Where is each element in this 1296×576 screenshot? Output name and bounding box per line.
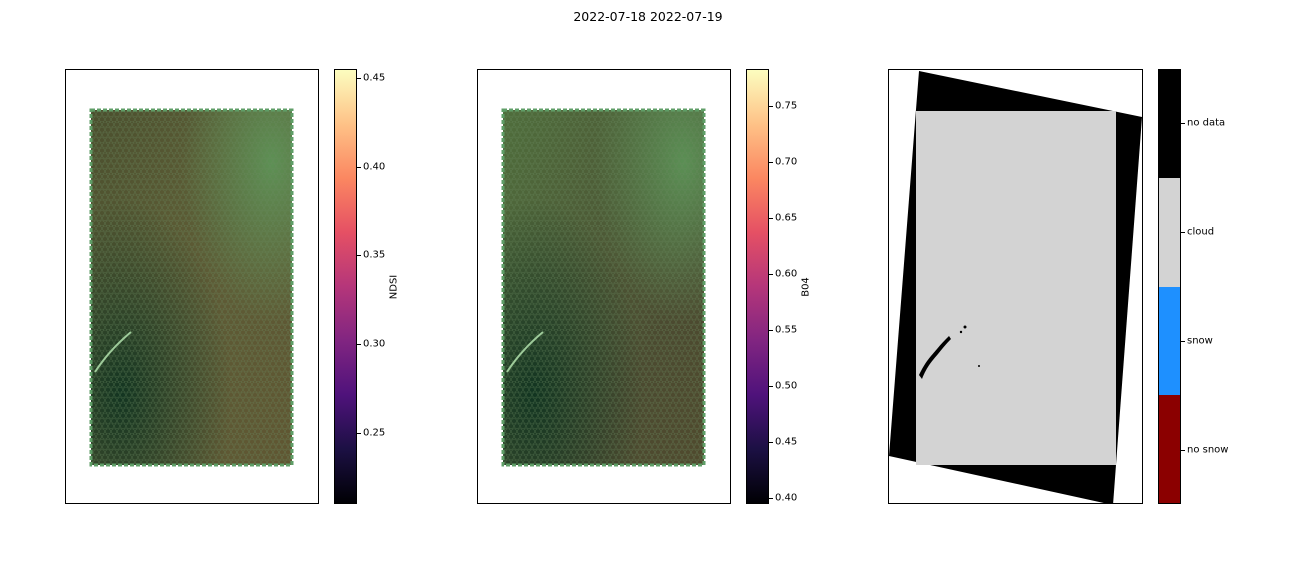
b04-colorbar (746, 69, 769, 504)
colorbar-tick (769, 386, 773, 388)
b04-colorbar-label: B04 (800, 277, 812, 297)
colorbar-tick-label: 0.50 (775, 380, 798, 392)
colorbar-tick-label: 0.25 (363, 427, 386, 439)
colorbar-tick (769, 274, 773, 276)
ndsi-colorbar (334, 69, 357, 504)
b04-hex-map (501, 108, 706, 467)
colorbar-tick-label: 0.40 (363, 161, 386, 173)
colorbar-segment-snow (1159, 286, 1180, 395)
colorbar-tick (769, 162, 773, 164)
snow-class-map (889, 71, 1142, 503)
colorbar-tick (357, 255, 361, 257)
cloud-region (916, 111, 1116, 465)
colorbar-tick-label: 0.45 (363, 72, 386, 84)
ndsi-hex-map (89, 108, 294, 467)
colorbar-tick (357, 77, 361, 79)
colorbar-tick (357, 432, 361, 434)
colorbar-tick-label: 0.55 (775, 324, 798, 336)
no-data-speckle (963, 325, 967, 329)
colorbar-segment-no-snow (1159, 394, 1180, 503)
colorbar-segment-no-data (1159, 70, 1180, 179)
colorbar-label-no-snow: no snow (1187, 444, 1229, 456)
colorbar-tick (769, 218, 773, 220)
colorbar-tick-label: 0.70 (775, 156, 798, 168)
shoreline-streak (94, 331, 132, 373)
colorbar-tick (1181, 450, 1185, 451)
colorbar-tick-label: 0.30 (363, 338, 386, 350)
colorbar-segment-cloud (1159, 178, 1180, 287)
ndsi-colorbar-label: NDSI (388, 274, 400, 300)
colorbar-tick-label: 0.65 (775, 212, 798, 224)
colorbar-tick (769, 105, 773, 107)
colorbar-label-snow: snow (1187, 335, 1213, 347)
colorbar-tick (357, 344, 361, 346)
colorbar-tick (769, 498, 773, 500)
colorbar-tick (357, 166, 361, 168)
colorbar-tick (1181, 341, 1185, 342)
colorbar-tick (1181, 123, 1185, 124)
colorbar-tick-label: 0.45 (775, 436, 798, 448)
colorbar-tick-label: 0.75 (775, 100, 798, 112)
snow-class-map-axes (888, 69, 1143, 504)
no-data-speckle-edge (919, 336, 951, 379)
ndsi-map-axes (65, 69, 319, 504)
hexbin-border (89, 108, 294, 467)
snow-class-colorbar (1158, 69, 1181, 504)
b04-map-axes (477, 69, 731, 504)
figure-title: 2022-07-18 2022-07-19 (573, 9, 723, 24)
colorbar-tick (769, 330, 773, 332)
colorbar-label-no-data: no data (1187, 117, 1226, 129)
shoreline-streak (506, 331, 544, 373)
hexbin-border (501, 108, 706, 467)
colorbar-tick-label: 0.35 (363, 249, 386, 261)
no-data-speckle (959, 330, 963, 334)
colorbar-tick (1181, 232, 1185, 233)
hexbin-grid (503, 110, 704, 465)
no-data-speckle (978, 365, 980, 367)
colorbar-label-cloud: cloud (1187, 226, 1215, 238)
colorbar-tick-label: 0.60 (775, 268, 798, 280)
colorbar-tick (769, 442, 773, 444)
hexbin-grid (91, 110, 292, 465)
colorbar-tick-label: 0.40 (775, 492, 798, 504)
